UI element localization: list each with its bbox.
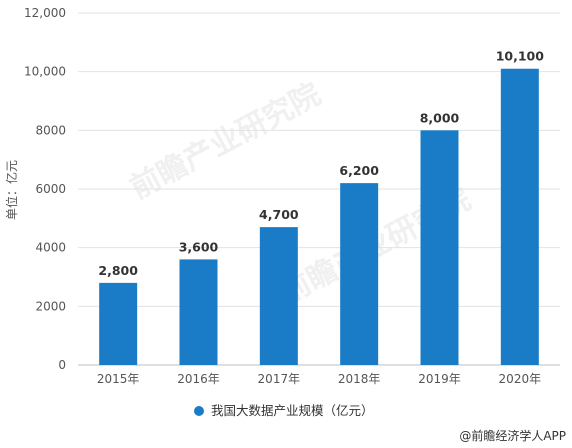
legend-swatch bbox=[194, 406, 204, 416]
data-label: 6,200 bbox=[339, 163, 379, 178]
legend: 我国大数据产业规模（亿元） bbox=[194, 403, 374, 418]
data-label: 10,100 bbox=[496, 49, 545, 64]
x-axis-ticks: 2015年 2016年 2017年 2018年 2019年 2020年 bbox=[97, 372, 541, 386]
x-tick-label: 2019年 bbox=[418, 372, 461, 386]
x-tick-label: 2016年 bbox=[177, 372, 220, 386]
x-tick-label: 2020年 bbox=[499, 372, 542, 386]
y-tick-label: 0 bbox=[58, 358, 66, 372]
y-tick-label: 4000 bbox=[35, 241, 66, 255]
bar bbox=[500, 68, 539, 365]
source-credit: @前瞻经济学人APP bbox=[459, 428, 566, 443]
y-tick-label: 12,000 bbox=[24, 6, 66, 20]
data-label: 4,700 bbox=[259, 207, 299, 222]
y-tick-label: 8000 bbox=[35, 123, 66, 137]
y-tick-label: 2000 bbox=[35, 299, 66, 313]
bar bbox=[259, 227, 298, 365]
bar bbox=[420, 130, 459, 365]
y-axis-label: 单位：亿元 bbox=[4, 160, 19, 220]
data-labels: 2,800 3,600 4,700 6,200 8,000 10,100 bbox=[98, 49, 544, 278]
bar bbox=[99, 282, 138, 365]
bar bbox=[179, 259, 218, 365]
gridlines bbox=[78, 12, 560, 307]
data-label: 2,800 bbox=[98, 263, 138, 278]
watermark-text: 前瞻产业研究院 bbox=[125, 77, 327, 206]
legend-label: 我国大数据产业规模（亿元） bbox=[211, 403, 374, 418]
bar bbox=[340, 183, 379, 365]
y-tick-label: 10,000 bbox=[24, 65, 66, 79]
data-label: 8,000 bbox=[420, 110, 460, 125]
bars bbox=[99, 68, 539, 365]
x-tick-label: 2017年 bbox=[258, 372, 301, 386]
y-axis-ticks: 0 2000 4000 6000 8000 10,000 12,000 bbox=[24, 6, 66, 372]
x-tick-label: 2018年 bbox=[338, 372, 381, 386]
y-tick-label: 6000 bbox=[35, 182, 66, 196]
data-label: 3,600 bbox=[179, 239, 219, 254]
x-tick-label: 2015年 bbox=[97, 372, 140, 386]
